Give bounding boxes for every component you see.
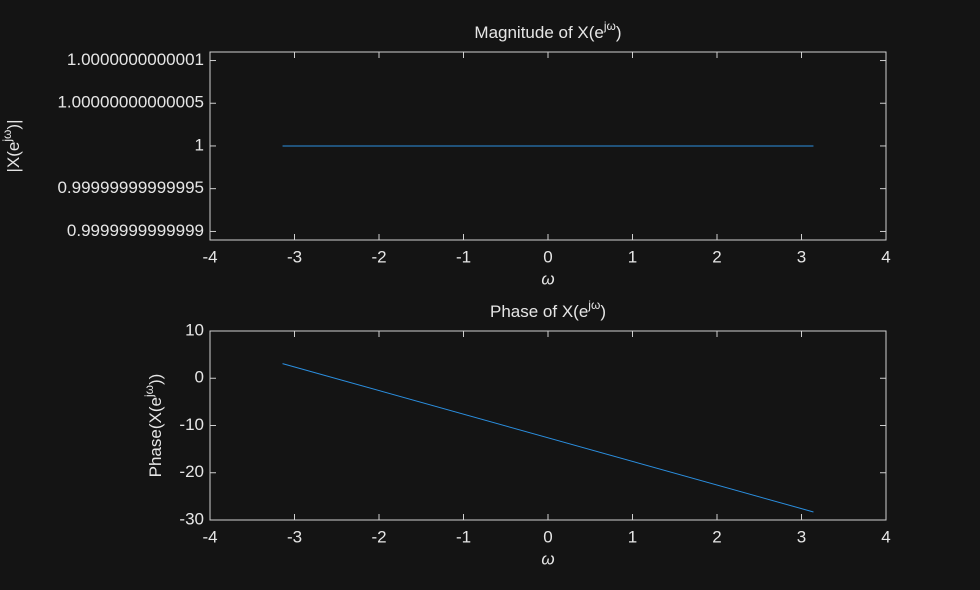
y-tick-label: 0.9999999999999 bbox=[67, 221, 204, 240]
y-axis-label: |X(ejω)| bbox=[0, 120, 23, 173]
y-label-part: jω bbox=[0, 130, 14, 143]
x-tick-label: -2 bbox=[371, 527, 386, 546]
y-tick-label: -30 bbox=[179, 509, 204, 528]
x-tick-label: 3 bbox=[797, 247, 806, 266]
x-axis-label: ω bbox=[541, 269, 554, 288]
x-tick-label: -1 bbox=[456, 247, 471, 266]
title-part: ) bbox=[616, 23, 622, 42]
y-tick-label: 0.99999999999995 bbox=[57, 178, 204, 197]
x-tick-label: 1 bbox=[628, 527, 637, 546]
y-label-part: jω bbox=[142, 385, 156, 398]
x-tick-label: -2 bbox=[371, 247, 386, 266]
title-part: jω bbox=[603, 19, 616, 33]
title-part: Phase of X(e bbox=[490, 302, 588, 321]
x-tick-label: -3 bbox=[287, 527, 302, 546]
x-tick-label: 4 bbox=[881, 527, 890, 546]
x-tick-label: -1 bbox=[456, 527, 471, 546]
y-axis-label: Phase(X(ejω)) bbox=[142, 374, 165, 478]
x-tick-label: 3 bbox=[797, 527, 806, 546]
y-label-part: Phase(X(e bbox=[146, 397, 165, 477]
x-tick-label: 0 bbox=[543, 247, 552, 266]
y-label-part: )| bbox=[4, 120, 23, 130]
y-label-part: )) bbox=[146, 374, 165, 385]
title-part: Magnitude of X(e bbox=[474, 23, 603, 42]
y-tick-label: 0 bbox=[195, 368, 204, 387]
y-tick-label: 1.0000000000001 bbox=[67, 50, 204, 69]
x-tick-label: -4 bbox=[202, 247, 217, 266]
y-tick-label: 10 bbox=[185, 320, 204, 339]
chart-title: Phase of X(ejω) bbox=[490, 298, 606, 321]
x-tick-label: 1 bbox=[628, 247, 637, 266]
y-tick-label: 1.00000000000005 bbox=[57, 93, 204, 112]
y-tick-label: -20 bbox=[179, 462, 204, 481]
data-line bbox=[282, 363, 814, 513]
x-tick-label: 2 bbox=[712, 527, 721, 546]
title-part: ) bbox=[600, 302, 606, 321]
x-tick-label: 0 bbox=[543, 527, 552, 546]
y-tick-label: -10 bbox=[179, 415, 204, 434]
x-tick-label: 2 bbox=[712, 247, 721, 266]
title-part: jω bbox=[587, 298, 600, 312]
x-axis-label: ω bbox=[541, 549, 554, 568]
chart-title: Magnitude of X(ejω) bbox=[474, 19, 621, 42]
y-label-part: |X(e bbox=[4, 142, 23, 173]
x-tick-label: 4 bbox=[881, 247, 890, 266]
y-tick-label: 1 bbox=[195, 135, 204, 154]
x-tick-label: -4 bbox=[202, 527, 217, 546]
x-tick-label: -3 bbox=[287, 247, 302, 266]
